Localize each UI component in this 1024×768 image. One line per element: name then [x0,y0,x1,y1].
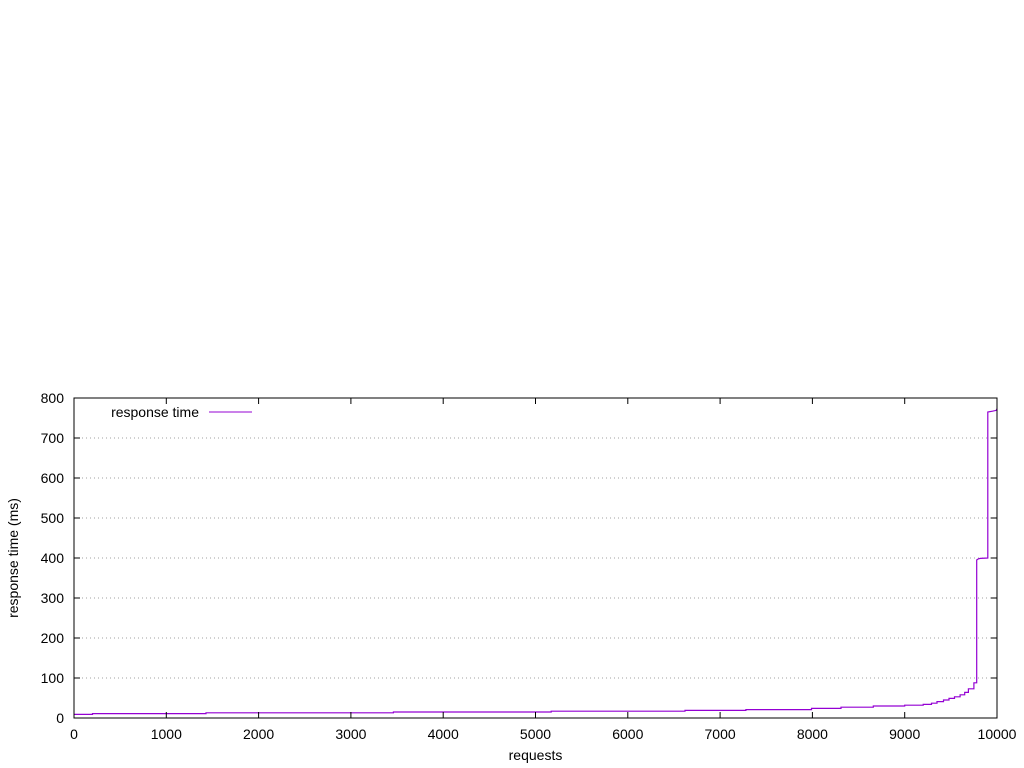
series-layer [74,408,998,716]
x-tick-label: 7000 [705,726,736,742]
y-tick-label: 700 [41,430,65,446]
y-tick-label: 600 [41,470,65,486]
x-tick-label: 1000 [151,726,182,742]
x-axis-label: requests [509,747,563,763]
label-layer: requests response time (ms) [5,498,562,763]
legend: response time [111,404,252,420]
x-tick-label: 2000 [243,726,274,742]
x-tick-label: 0 [70,726,78,742]
y-tick-label: 300 [41,590,65,606]
y-tick-label: 0 [56,710,64,726]
x-tick-label: 5000 [520,726,551,742]
grid-layer [74,437,997,679]
x-tick-label: 4000 [428,726,459,742]
legend-label: response time [111,404,199,420]
x-tick-label: 10000 [978,726,1017,742]
y-tick-label: 800 [41,390,65,406]
x-tick-label: 9000 [889,726,920,742]
y-tick-label: 200 [41,630,65,646]
x-tick-label: 8000 [797,726,828,742]
response-time-line [74,408,998,716]
y-tick-label: 400 [41,550,65,566]
y-tick-label: 100 [41,670,65,686]
x-tick-label: 3000 [335,726,366,742]
x-tick-label: 6000 [612,726,643,742]
y-tick-label: 500 [41,510,65,526]
y-axis-label: response time (ms) [5,498,21,618]
